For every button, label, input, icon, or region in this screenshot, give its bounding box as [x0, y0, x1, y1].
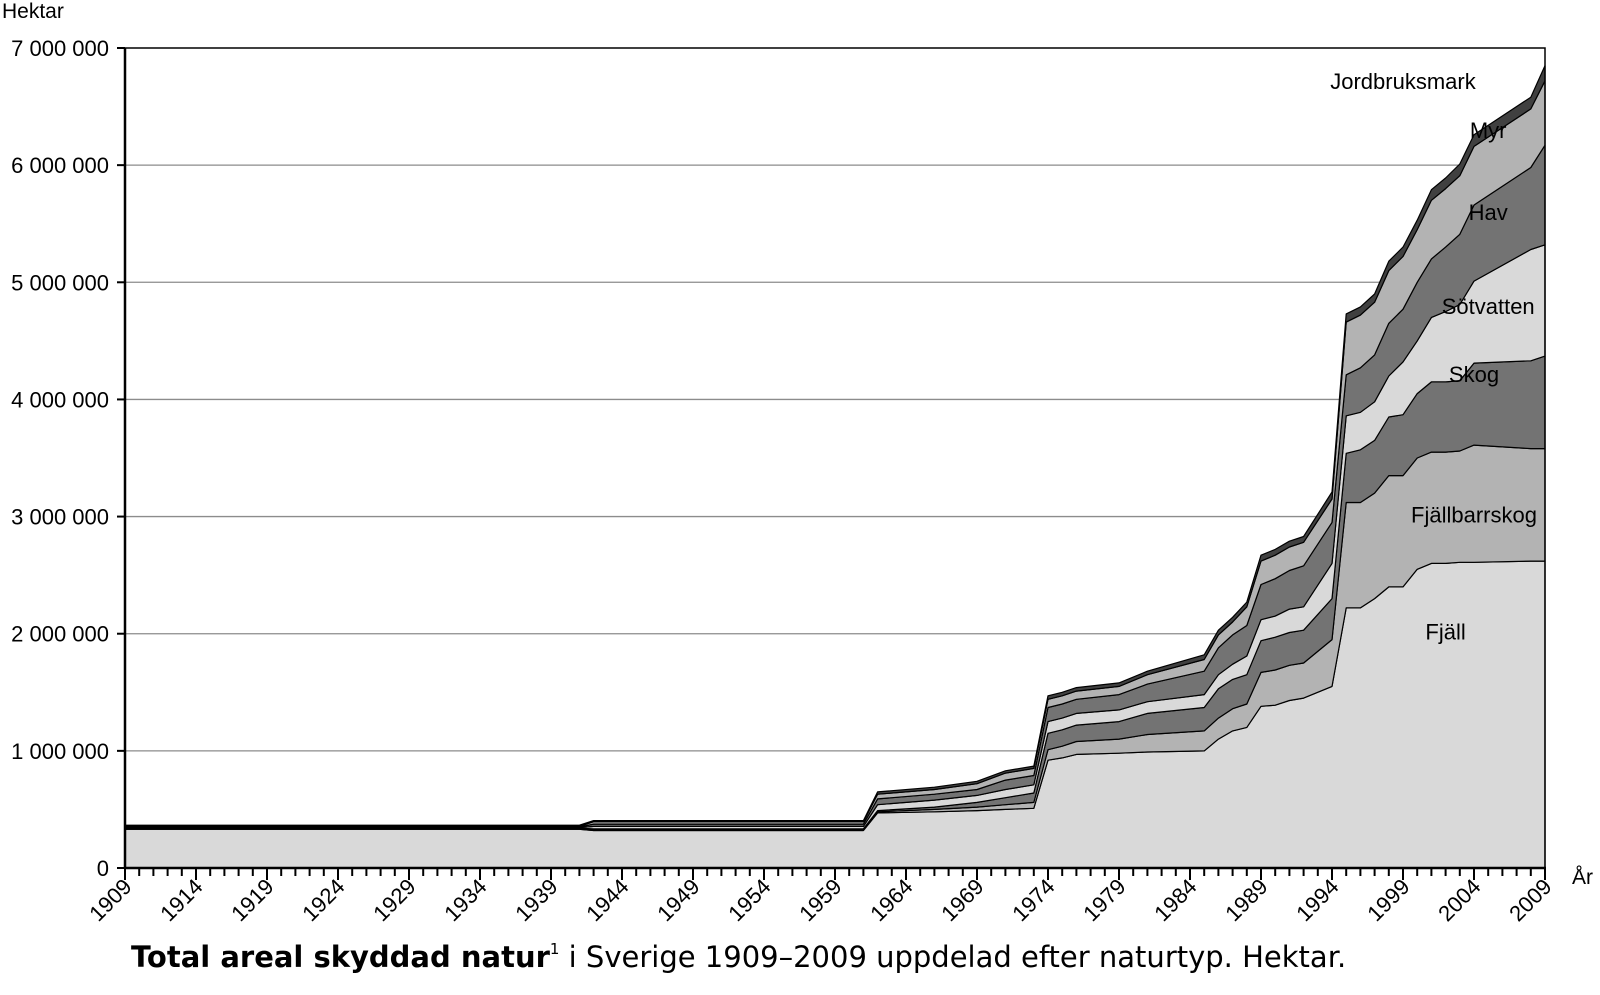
x-tick-label: 1964 [865, 874, 917, 926]
x-tick-label: 1969 [936, 874, 988, 926]
x-tick-label: 1959 [794, 874, 846, 926]
x-tick-label: 1934 [439, 874, 491, 926]
y-axis-title: Hektar [2, 0, 64, 23]
x-tick-label: 1939 [510, 874, 562, 926]
series-label: Fjällbarrskog [1411, 502, 1537, 527]
x-tick-label: 1944 [581, 874, 633, 926]
series-label: Hav [1469, 200, 1508, 225]
x-tick-label: 1979 [1078, 874, 1130, 926]
y-tick-label: 5 000 000 [11, 270, 109, 295]
x-tick-label: 1909 [84, 874, 136, 926]
caption-footnote-marker: 1 [549, 940, 560, 959]
series-label: Myr [1470, 118, 1507, 143]
stacked-areas [124, 65, 1546, 869]
y-tick-label: 1 000 000 [11, 739, 109, 764]
series-label: Sötvatten [1442, 294, 1535, 319]
x-tick-label: 1999 [1362, 874, 1414, 926]
x-tick-label: 1924 [297, 874, 349, 926]
x-tick-label: 1919 [226, 874, 278, 926]
y-tick-label: 2 000 000 [11, 622, 109, 647]
series-label: Skog [1449, 362, 1499, 387]
y-tick-label: 6 000 000 [11, 153, 109, 178]
caption-bold-text: Total areal skyddad natur [131, 940, 550, 974]
caption-text: i Sverige 1909–2009 uppdelad efter natur… [559, 940, 1347, 974]
y-tick-label: 3 000 000 [11, 505, 109, 530]
series-label: Fjäll [1425, 620, 1465, 645]
x-tick-label: 1974 [1007, 874, 1059, 926]
x-tick-label: 1929 [368, 874, 420, 926]
x-tick-label: 1984 [1149, 874, 1201, 926]
x-tick-label: 2009 [1504, 874, 1556, 926]
series-label: Jordbruksmark [1330, 69, 1476, 94]
x-tick-label: 1914 [155, 874, 207, 926]
x-tick-label: 2004 [1433, 874, 1485, 926]
x-tick-label: 1949 [652, 874, 704, 926]
y-tick-label: 0 [97, 856, 109, 881]
series-labels: Fjäll Fjällbarrskog Skog Sötvatten Hav Myr Jor… [1330, 69, 1537, 645]
y-tick-label: 4 000 000 [11, 387, 109, 412]
axes: 0 1 000 000 2 000 000 3 000 000 4 000 000 5 0… [11, 36, 1556, 926]
x-axis-title: År [1572, 866, 1593, 889]
x-tick-label: 1989 [1220, 874, 1272, 926]
x-tick-label: 1954 [723, 874, 775, 926]
x-tick-label: 1994 [1291, 874, 1343, 926]
y-tick-label: 7 000 000 [11, 36, 109, 61]
figure-caption: Total areal skyddad natur1 i Sverige 190… [131, 940, 1346, 974]
